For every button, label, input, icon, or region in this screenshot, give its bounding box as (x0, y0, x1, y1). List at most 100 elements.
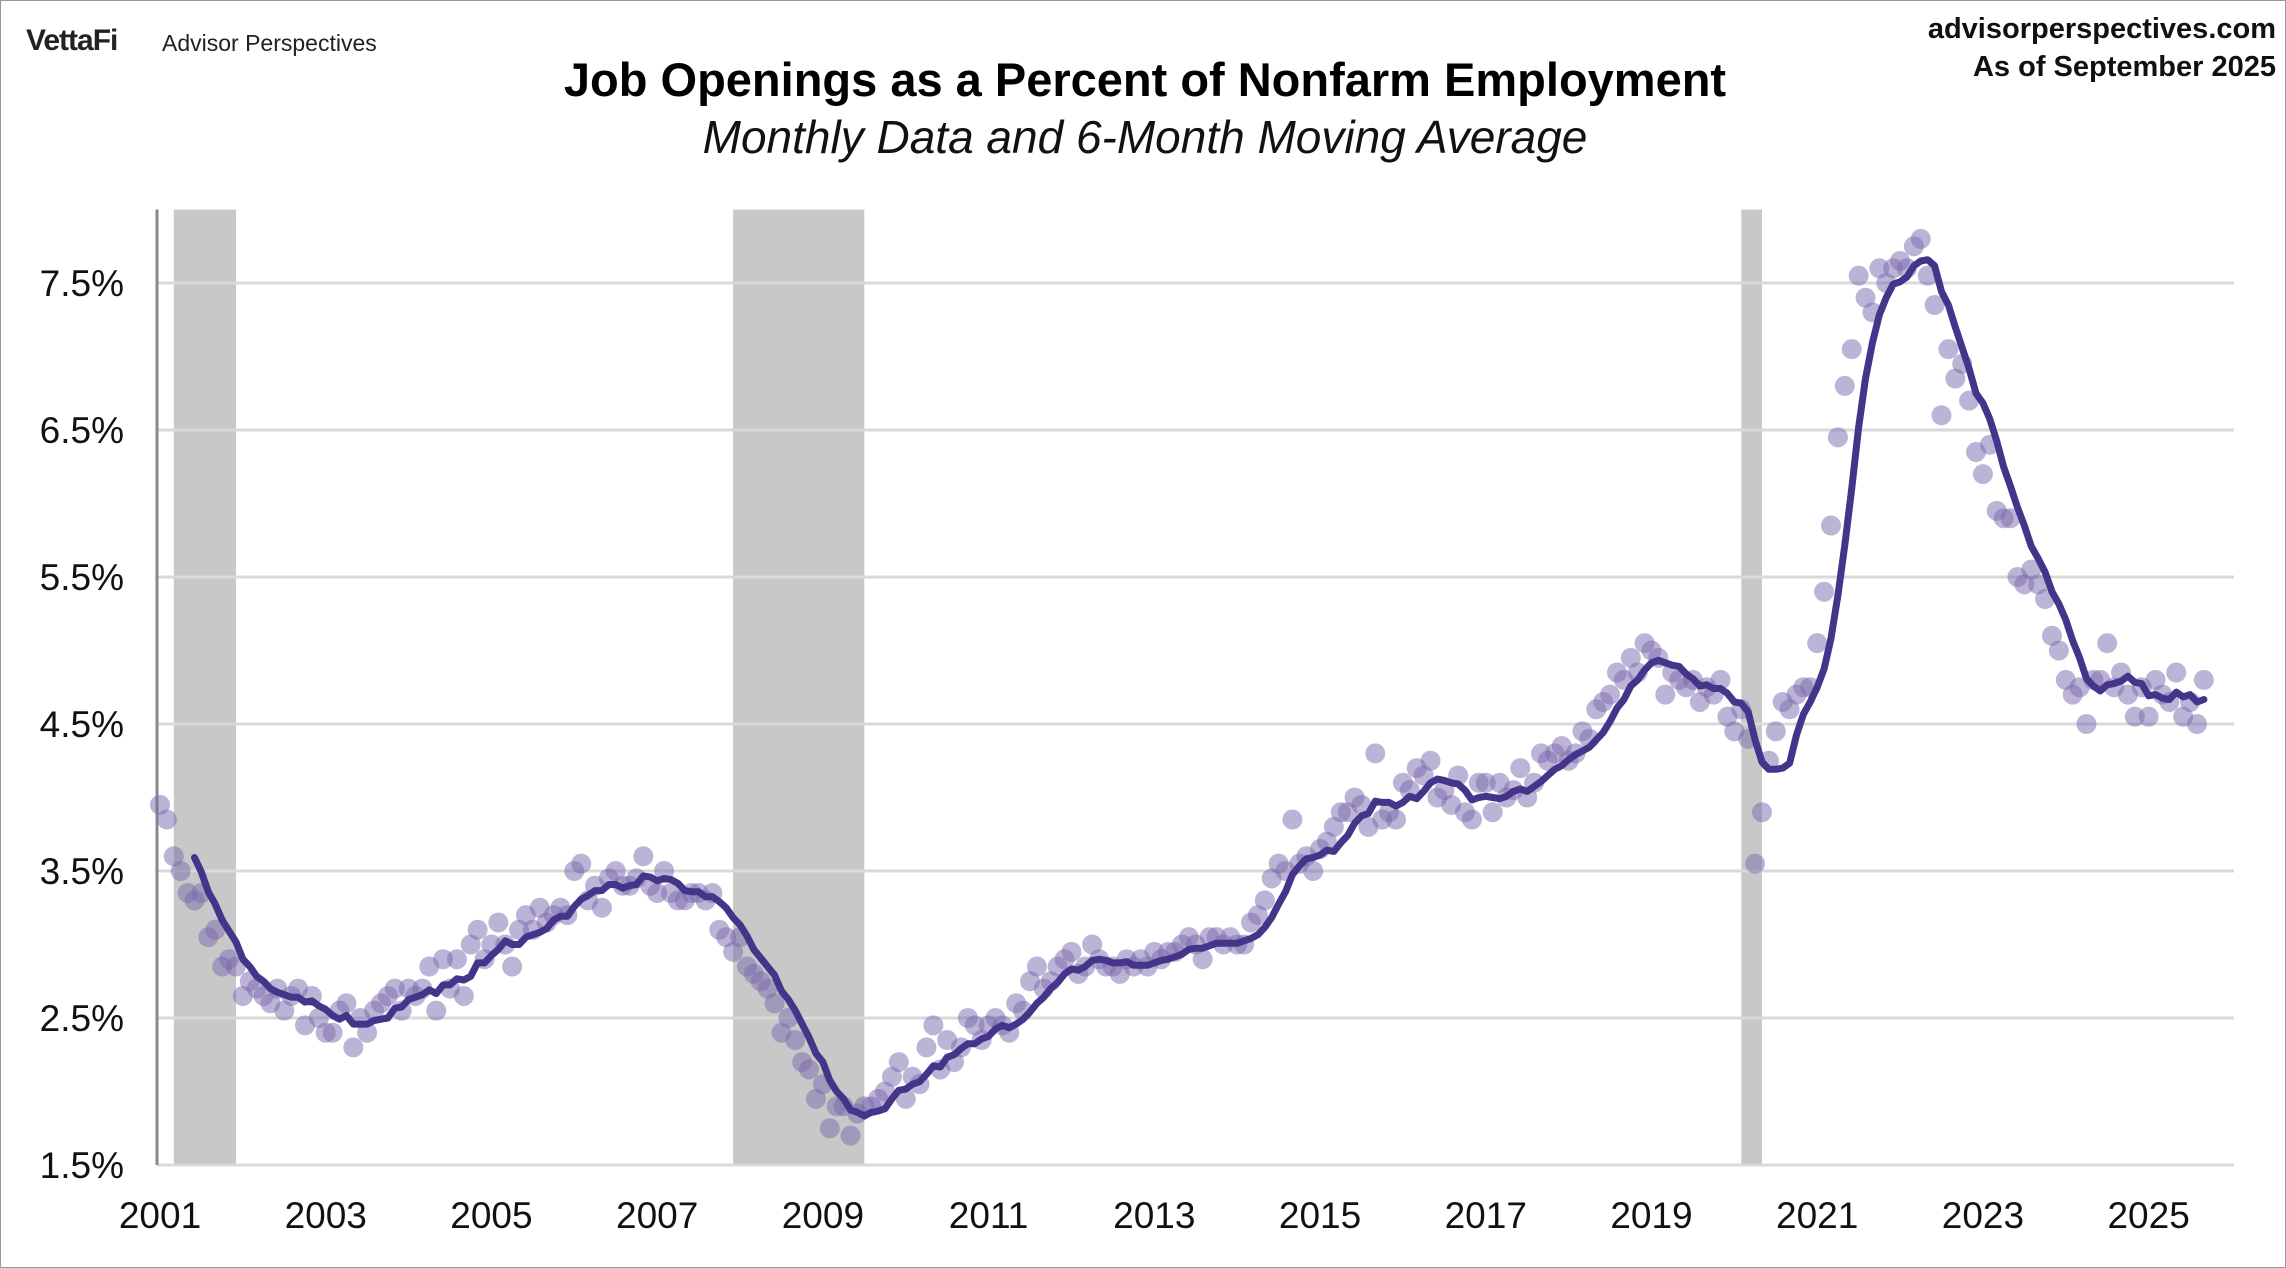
data-point (488, 912, 509, 933)
data-point (888, 1052, 909, 1073)
data-point (170, 861, 191, 881)
data-point (453, 985, 474, 1006)
data-point (819, 1118, 840, 1139)
data-point (1827, 427, 1848, 448)
data-point (156, 809, 177, 830)
x-tick-label: 2023 (1942, 1195, 2024, 1236)
data-point (1834, 375, 1855, 396)
brand-subtitle: Advisor Perspectives (162, 30, 377, 56)
y-tick-label: 3.5% (40, 851, 124, 892)
data-point (343, 1037, 364, 1058)
data-point (647, 883, 668, 904)
data-point (1765, 721, 1786, 742)
data-point (1807, 633, 1828, 654)
x-tick-label: 2007 (616, 1195, 698, 1236)
data-point (1938, 339, 1959, 360)
x-tick-label: 2003 (285, 1195, 367, 1236)
x-tick-label: 2019 (1610, 1195, 1692, 1236)
data-point (1814, 581, 1835, 602)
x-tick-label: 2015 (1279, 1195, 1361, 1236)
data-point (1365, 743, 1386, 764)
x-tick-label: 2005 (450, 1195, 532, 1236)
data-point (2166, 662, 2187, 683)
recession-band (733, 209, 865, 1165)
chart-title: Job Openings as a Percent of Nonfarm Emp… (563, 53, 1727, 106)
data-point (433, 949, 454, 970)
data-point (1510, 758, 1531, 779)
x-tick-label: 2009 (782, 1195, 864, 1236)
data-point (1710, 669, 1731, 690)
y-tick-label: 4.5% (40, 704, 124, 745)
data-point (1910, 228, 1931, 249)
data-point (916, 1037, 937, 1058)
data-point (2138, 706, 2159, 727)
chart-subtitle: Monthly Data and 6-Month Moving Average (702, 111, 1588, 163)
y-tick-label: 7.5% (40, 263, 124, 304)
data-point (2048, 640, 2069, 661)
y-tick-label: 5.5% (40, 557, 124, 598)
data-point (1482, 802, 1503, 823)
x-tick-label: 2011 (949, 1195, 1029, 1236)
x-tick-label: 2001 (119, 1195, 201, 1236)
data-point (1192, 949, 1213, 970)
data-point (205, 919, 226, 940)
data-point (426, 1000, 447, 1021)
data-point (357, 1022, 378, 1043)
data-point (1282, 809, 1303, 830)
data-point (1475, 772, 1496, 793)
data-point (633, 846, 654, 867)
data-point (1254, 890, 1275, 911)
data-point (1026, 956, 1047, 977)
data-point (591, 897, 612, 918)
data-point (895, 1088, 916, 1109)
data-point (2124, 706, 2145, 727)
data-point (1848, 265, 1869, 286)
data-point (2097, 633, 2118, 654)
data-point (1385, 809, 1406, 830)
data-point (384, 978, 405, 999)
data-point (1461, 809, 1482, 830)
data-point (764, 993, 785, 1014)
data-point (502, 956, 523, 977)
as-of-date: As of September 2025 (1972, 51, 2276, 83)
data-point (1931, 405, 1952, 426)
data-point (1420, 750, 1441, 771)
data-point (923, 1015, 944, 1036)
data-point (467, 919, 488, 940)
data-point (2000, 508, 2021, 529)
data-point (1972, 464, 1993, 485)
data-point (799, 1059, 820, 1080)
y-tick-label: 6.5% (40, 410, 124, 451)
x-tick-label: 2021 (1776, 1195, 1858, 1236)
source-block: advisorperspectives.com As of September … (1928, 10, 2276, 86)
x-tick-label: 2025 (2107, 1195, 2189, 1236)
y-tick-label: 1.5% (40, 1145, 124, 1186)
data-point (1751, 802, 1772, 823)
data-point (1061, 941, 1082, 962)
data-point (785, 1030, 806, 1051)
data-point (1655, 684, 1676, 705)
moving-average-line (191, 256, 2208, 1120)
data-point (840, 1125, 861, 1146)
data-point (1821, 515, 1842, 536)
data-point (336, 993, 357, 1014)
data-point (1841, 339, 1862, 360)
data-point (322, 1022, 343, 1043)
data-point (1303, 861, 1324, 881)
data-point (2076, 714, 2097, 734)
recession-band (173, 209, 236, 1165)
data-point (1745, 853, 1766, 874)
data-point (446, 949, 467, 970)
data-point (1924, 295, 1945, 316)
site-url: advisorperspectives.com (1927, 13, 2276, 45)
data-point (2193, 669, 2214, 690)
data-point (571, 853, 592, 874)
vettafi-logo: VettaFi (26, 24, 118, 57)
recession-band (1741, 209, 1762, 1165)
x-tick-label: 2017 (1445, 1195, 1527, 1236)
data-point (2186, 714, 2207, 734)
data-point (1600, 684, 1621, 705)
y-tick-label: 2.5% (40, 998, 124, 1039)
x-tick-label: 2013 (1113, 1195, 1195, 1236)
